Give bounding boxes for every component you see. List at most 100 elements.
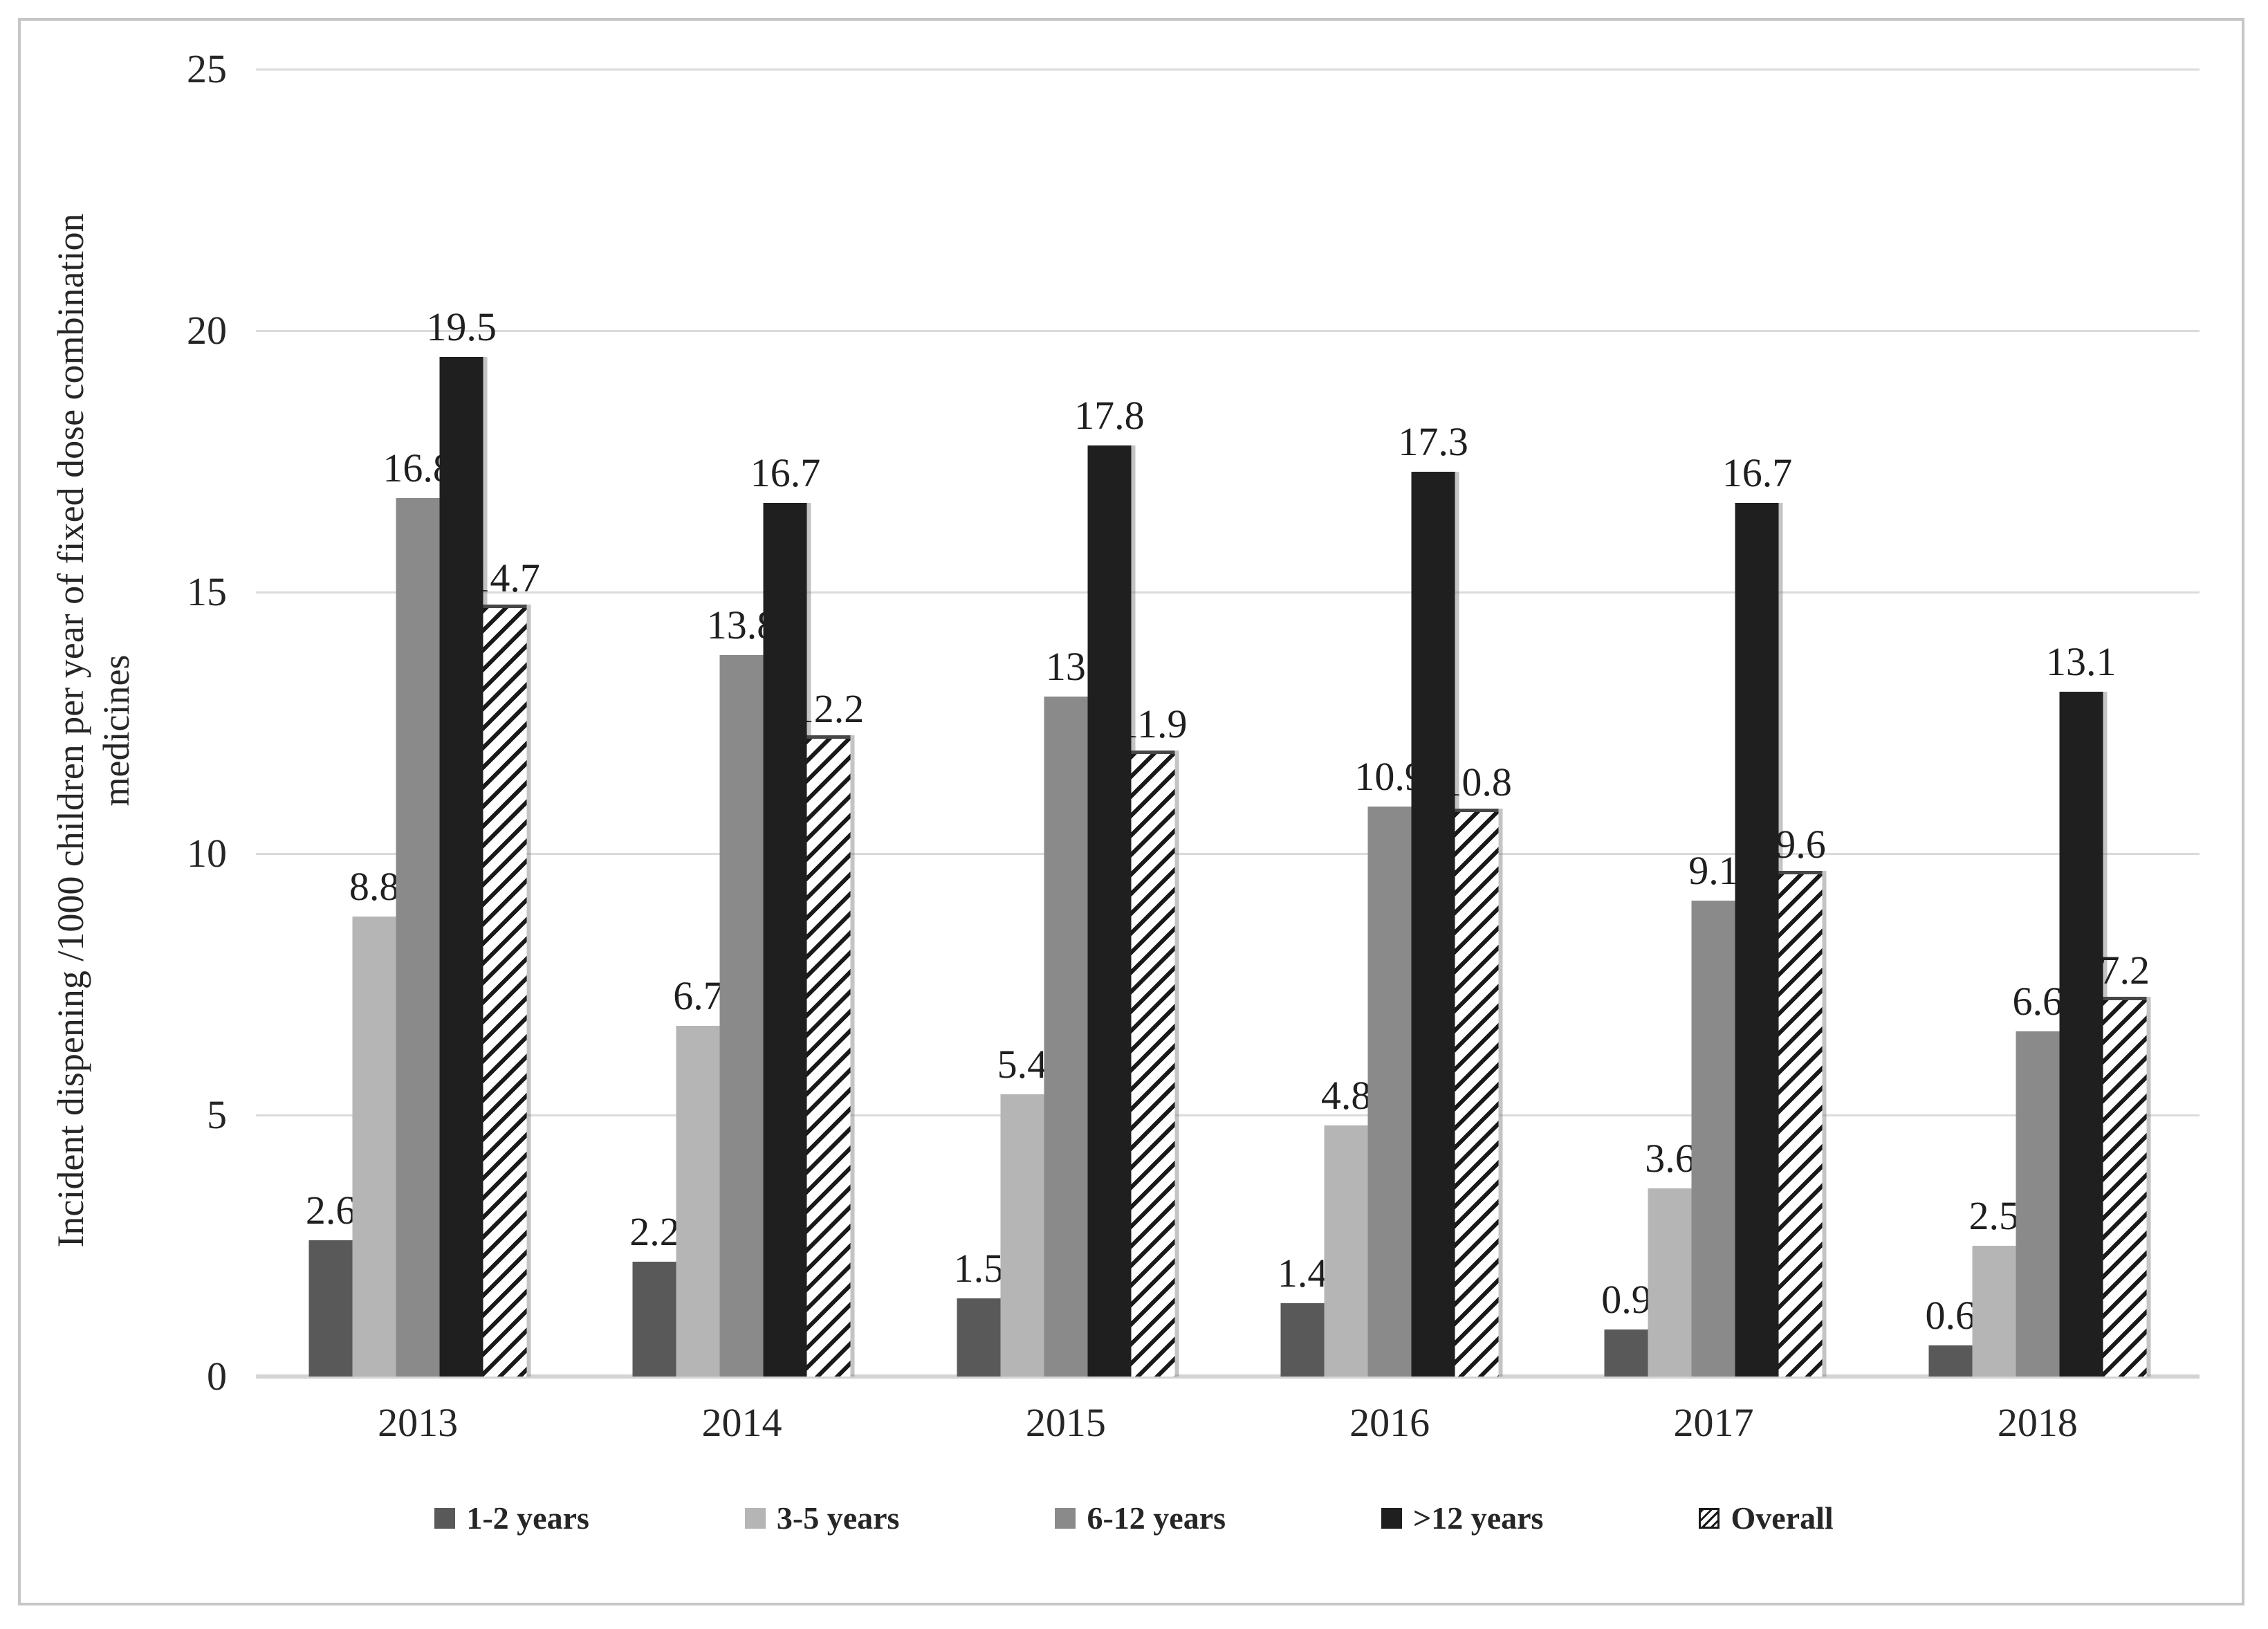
bar-cluster: 1.5 5.4 13 17.8 11.9 [954,396,1187,1377]
bar-value-label: 3.6 [1645,1135,1695,1181]
bar-cluster: 0.6 2.5 6.6 13.1 7.2 [1926,641,2150,1377]
bar-value-label: 7.2 [2099,947,2150,993]
legend: 1-2 years 3-5 years 6-12 years >12 years Ove… [0,1501,2268,1536]
bar: 16.8 [382,448,453,1377]
bar: 17.3 [1398,422,1468,1377]
y-gridline [256,330,2200,332]
bar-value-label: 16.7 [1722,450,1793,496]
x-category-label: 2015 [1025,1400,1106,1445]
legend-swatch [1381,1508,1403,1529]
bar: 13.8 [707,605,777,1377]
bar-cluster: 2.2 6.7 13.8 16.7 12.2 [629,453,864,1377]
legend-swatch [744,1508,766,1529]
bar: 14.7 [470,558,540,1377]
bar-value-label: 0.6 [1925,1292,1976,1338]
bar: 3.6 [1645,1138,1695,1377]
category-group: 0.6 2.5 6.6 13.1 7.2 [1876,69,2200,1377]
bar-cluster: 1.4 4.8 10.9 17.3 10.8 [1278,422,1512,1377]
bar: 10.9 [1354,756,1425,1377]
bar: 0.9 [1601,1279,1652,1377]
bar: 5.4 [997,1044,1047,1377]
bar: 6.6 [2013,982,2063,1377]
bar: 19.5 [426,306,497,1377]
bar: 10.8 [1441,762,1512,1377]
bar: 2.6 [306,1190,356,1377]
bar: 13.1 [2046,641,2117,1377]
x-category-label: 2014 [701,1400,782,1445]
bar-value-label: 11.9 [1118,701,1188,747]
y-tick-label: 15 [187,569,227,614]
bar-cluster: 0.9 3.6 9.1 16.7 9.6 [1601,453,1826,1377]
bar-value-label: 14.7 [470,555,540,600]
bar: 4.8 [1321,1076,1371,1377]
y-gridline [256,68,2200,71]
legend-item: 1-2 years [434,1501,589,1536]
y-gridline [256,591,2200,593]
bar-value-label: 1.4 [1277,1251,1328,1296]
bar-value-label: 16.7 [750,450,821,496]
bar: 2.2 [629,1211,680,1377]
legend-label: 6-12 years [1087,1500,1226,1536]
y-tick-label: 5 [207,1092,227,1137]
bar-value-label: 4.8 [1320,1073,1372,1119]
bar: 6.7 [673,976,723,1377]
bar-value-label: 19.5 [426,304,497,349]
legend-label: 3-5 years [776,1500,900,1536]
bar: 13 [1044,647,1088,1377]
legend-label: >12 years [1413,1500,1544,1536]
bar: 1.4 [1278,1253,1327,1377]
plot-area: 2.6 8.8 16.8 19.5 14.7 2.2 6.7 13.8 16.7 12.2 1.5 5… [256,69,2200,1377]
legend-item: Overall [1699,1500,1834,1536]
bar: 11.9 [1118,704,1187,1377]
bar-value-label: 6.6 [2012,979,2063,1024]
bar: 9.6 [1776,825,1826,1377]
bar-value-label: 8.8 [349,863,400,909]
legend-item: >12 years [1381,1501,1543,1536]
bar: 9.1 [1688,851,1739,1377]
bar: 1.5 [954,1248,1004,1377]
x-category-label: 2017 [1673,1400,1754,1445]
bar-value-label: 9.1 [1688,848,1739,894]
y-tick-label: 0 [207,1354,227,1399]
bar-value-label: 17.3 [1398,419,1468,465]
legend-item: 6-12 years [1055,1501,1226,1536]
bar-value-label: 10.8 [1441,759,1512,804]
category-group: 2.6 8.8 16.8 19.5 14.7 [256,69,580,1377]
bar-value-label: 12.2 [793,685,865,731]
y-tick-label: 10 [187,831,227,876]
bar-value-label: 0.9 [1601,1276,1652,1322]
bar: 16.7 [1722,453,1792,1377]
legend-swatch [434,1508,456,1529]
legend-label: Overall [1731,1500,1834,1536]
bar-cluster: 2.6 8.8 16.8 19.5 14.7 [306,306,540,1377]
legend-label: 1-2 years [466,1500,589,1536]
x-category-label: 2016 [1349,1400,1430,1445]
bar: 0.6 [1926,1295,1975,1377]
bar-value-label: 9.6 [1776,822,1826,867]
bar-value-label: 1.5 [953,1245,1004,1291]
bar-value-label: 2.2 [629,1208,680,1254]
bar: 17.8 [1074,396,1145,1377]
bar-value-label: 5.4 [997,1041,1048,1087]
category-group: 2.2 6.7 13.8 16.7 12.2 [580,69,903,1377]
legend-swatch [1699,1508,1720,1529]
x-axis-line [256,1374,2200,1379]
bar-value-label: 2.5 [1969,1193,2020,1238]
category-group: 1.5 5.4 13 17.8 11.9 [904,69,1228,1377]
bar-value-label: 13 [1045,644,1086,690]
y-tick-label: 20 [187,308,227,353]
bar: 8.8 [349,866,399,1377]
x-category-label: 2013 [378,1400,459,1445]
y-axis-title: Incident dispening /1000 children per ye… [50,213,137,1248]
bar-value-label: 13.1 [2046,638,2117,684]
legend-item: 3-5 years [744,1500,900,1536]
bar: 12.2 [794,688,864,1377]
y-gridline [256,1114,2200,1116]
y-gridline [256,853,2200,855]
y-tick-label: 25 [187,46,227,91]
bar: 7.2 [2100,950,2150,1377]
legend-swatch [1055,1508,1076,1529]
bar: 16.7 [750,453,820,1377]
x-category-label: 2018 [1997,1400,2078,1445]
